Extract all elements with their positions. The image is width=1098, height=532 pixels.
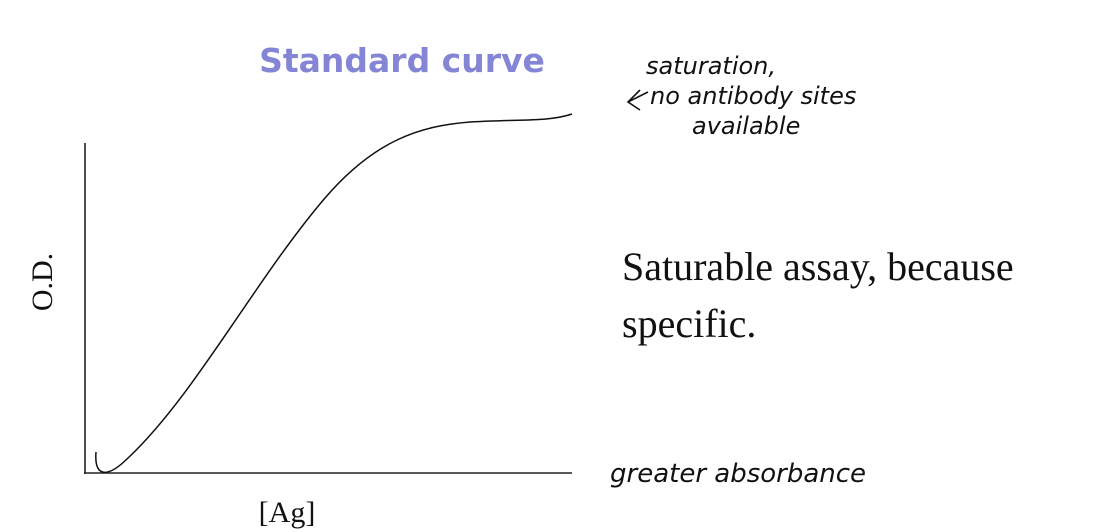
statement-line: Saturable assay, because xyxy=(622,244,1014,289)
annotation: saturation, xyxy=(646,52,776,80)
statement-line: specific. xyxy=(622,301,756,346)
annotation: no antibody sites xyxy=(650,82,856,110)
x-axis-label: [Ag] xyxy=(259,496,316,529)
y-axis-label: O.D. xyxy=(26,253,59,311)
title: Standard curve xyxy=(259,41,545,80)
annotation: greater absorbance xyxy=(610,459,866,489)
annotation: available xyxy=(692,112,800,140)
arrow xyxy=(626,89,649,111)
curve xyxy=(95,113,573,474)
